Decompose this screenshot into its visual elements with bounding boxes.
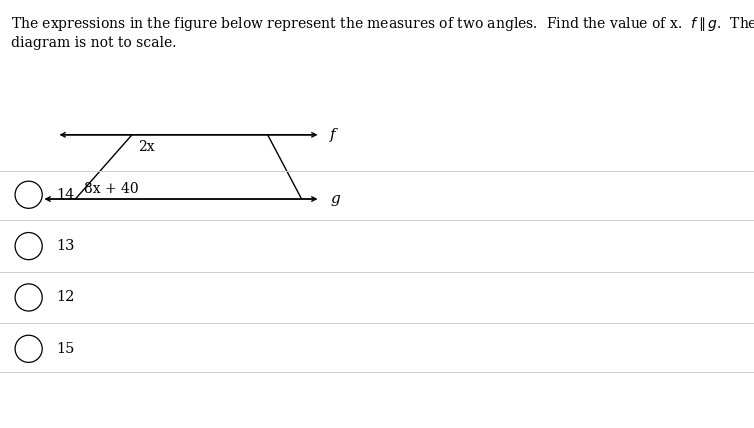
- Text: 2x: 2x: [138, 140, 155, 154]
- Text: f: f: [330, 128, 336, 142]
- Text: 15: 15: [56, 342, 74, 356]
- Text: 12: 12: [56, 291, 74, 304]
- Text: diagram is not to scale.: diagram is not to scale.: [11, 36, 176, 51]
- Text: g: g: [330, 192, 340, 206]
- Text: 14: 14: [56, 188, 74, 202]
- Text: 13: 13: [56, 239, 75, 253]
- Text: 8x + 40: 8x + 40: [84, 181, 139, 196]
- Text: The expressions in the figure below represent the measures of two angles.  Find : The expressions in the figure below repr…: [11, 15, 754, 33]
